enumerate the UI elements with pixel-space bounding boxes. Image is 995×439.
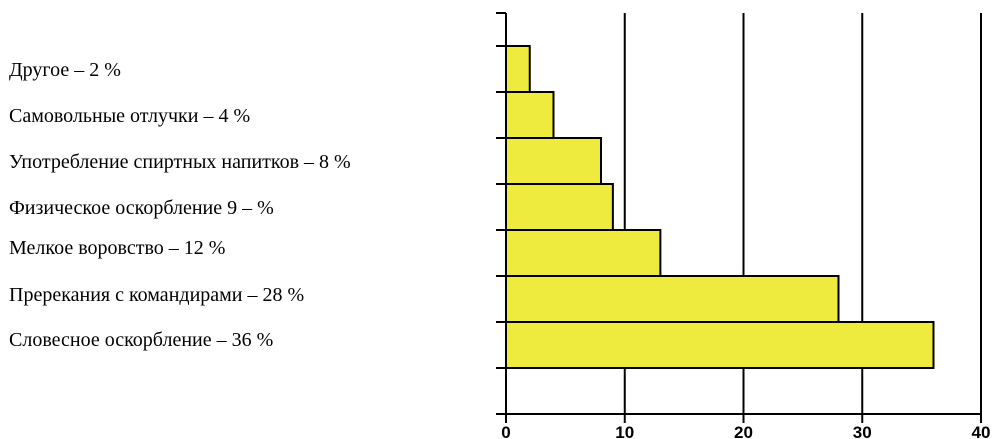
bar (505, 137, 602, 185)
category-label: Употребление спиртных напитков – 8 % (9, 151, 351, 173)
bar (505, 45, 531, 93)
x-tick-label: 20 (734, 423, 753, 439)
bar (505, 321, 935, 369)
bar (505, 229, 662, 277)
category-label: Другое – 2 % (9, 59, 121, 81)
bar (505, 91, 555, 139)
category-label: Мелкое воровство – 12 % (9, 237, 226, 259)
x-tick-label: 0 (501, 423, 510, 439)
x-tick-label: 40 (972, 423, 991, 439)
category-label: Самовольные отлучки – 4 % (9, 105, 251, 127)
x-tick-label: 30 (853, 423, 872, 439)
x-tick-label: 10 (615, 423, 634, 439)
bar (505, 183, 614, 231)
category-label: Словесное оскорбление – 36 % (9, 329, 274, 351)
category-label: Пререкания с командирами – 28 % (9, 284, 305, 306)
bar (505, 275, 840, 323)
category-label: Физическое оскорбление 9 – % (9, 197, 274, 219)
